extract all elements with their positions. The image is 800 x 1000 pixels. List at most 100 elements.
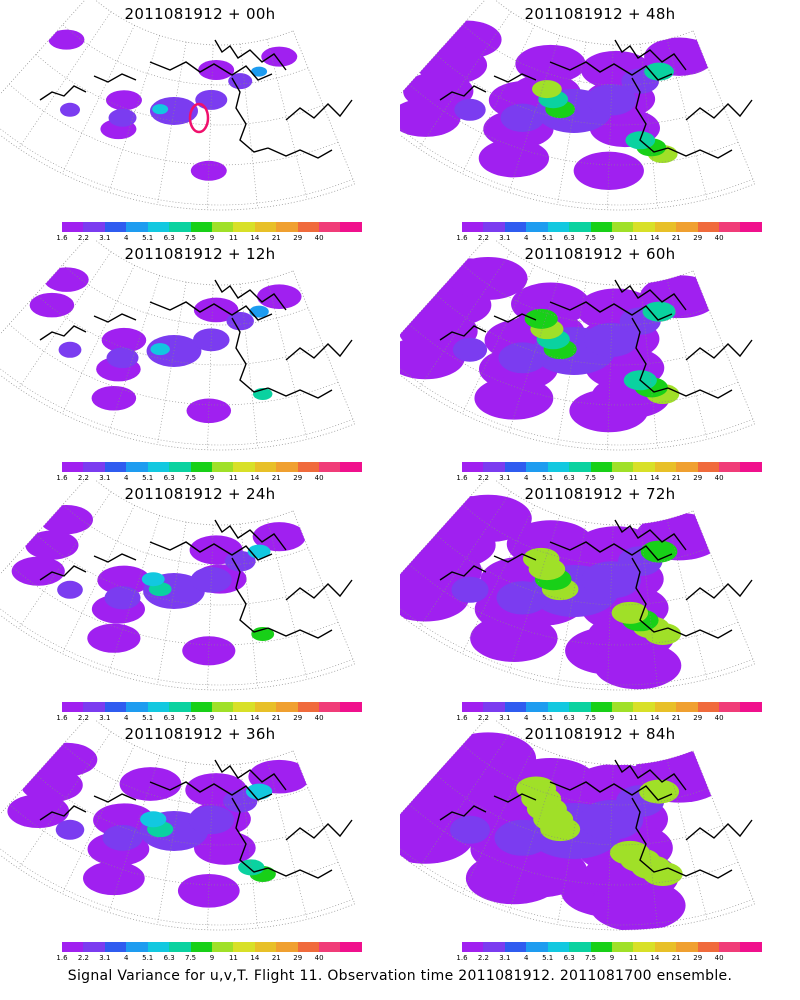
- colorbar-ticks: 1.6 2.2 3.1 4 5.1 6.3 7.5 9 11 14 21 29 40: [56, 954, 362, 964]
- colorbar-swatch: [676, 702, 698, 712]
- meridian: [640, 283, 658, 449]
- colorbar-tick-label: 11: [228, 954, 238, 962]
- colorbar-swatch: [147, 702, 170, 712]
- variance-contour: [593, 641, 682, 690]
- colorbar-ticks: 1.6 2.2 3.1 4 5.1 6.3 7.5 9 11 14 21 29 40: [56, 714, 362, 724]
- variance-contour: [186, 398, 232, 424]
- colorbar: [462, 462, 762, 472]
- colorbar-swatch: [211, 942, 234, 952]
- colorbar-swatch: [147, 462, 170, 472]
- variance-contour: [193, 297, 239, 323]
- meridian: [557, 41, 587, 205]
- forecast-panel: 2011081912 + 12h 1.6 2.2 3.1 4 5.1 6.3 7.5 9 11 14…: [0, 240, 400, 482]
- variance-contour: [7, 794, 70, 829]
- meridian: [508, 275, 561, 433]
- parallel: [9, 83, 339, 166]
- colorbar-ticks: 1.6 2.2 3.1 4 5.1 6.3 7.5 9 11 14 21 29 40: [456, 474, 762, 484]
- forecast-panel: 2011081912 + 36h 1.6 2.2 3.1 4 5.1 6.3 7.5 9 11 14…: [0, 720, 400, 962]
- coastline: [285, 339, 353, 361]
- colorbar-tick-label: 2.2: [477, 234, 489, 242]
- parallel: [409, 323, 739, 406]
- meridian: [557, 281, 587, 445]
- colorbar-swatch: [276, 942, 298, 952]
- colorbar-tick-label: 5.1: [542, 234, 554, 242]
- colorbar-tick-label: 2.2: [77, 474, 89, 482]
- colorbar-swatch: [633, 942, 655, 952]
- meridian: [418, 491, 512, 629]
- coastline: [285, 819, 353, 841]
- meridian: [266, 279, 308, 440]
- forecast-panel: 2011081912 + 00h 1.6 2.2 3.1 4 5.1 6.3 7.5 9 11 14…: [0, 0, 400, 242]
- panel-title: 2011081912 + 36h: [124, 725, 276, 743]
- colorbar-swatch: [719, 222, 741, 232]
- coastline: [149, 781, 273, 801]
- coastline: [631, 317, 669, 393]
- parallel: [0, 608, 354, 686]
- variance-map: [400, 720, 756, 931]
- variance-contour: [609, 840, 650, 865]
- colorbar-tick-label: 7.5: [184, 954, 197, 962]
- colorbar-swatch: [740, 702, 762, 712]
- meridian: [461, 25, 535, 174]
- variance-contour: [478, 139, 550, 178]
- variance-contour: [496, 581, 549, 615]
- coastline: [214, 519, 287, 551]
- colorbar-swatch: [504, 222, 527, 232]
- colorbar-swatch: [340, 222, 362, 232]
- colorbar-swatch: [590, 942, 612, 952]
- colorbar-tick-label: 3.1: [99, 474, 111, 482]
- colorbar-swatch: [676, 942, 698, 952]
- colorbar-tick-label: 2.2: [477, 954, 489, 962]
- meridian: [666, 279, 708, 440]
- variance-map: [400, 0, 756, 211]
- coastline: [549, 781, 673, 801]
- parallel: [35, 294, 324, 366]
- colorbar-ticks: 1.6 2.2 3.1 4 5.1 6.3 7.5 9 11 14 21 29 40: [456, 954, 762, 964]
- variance-contour: [589, 879, 686, 930]
- coastline: [549, 61, 673, 81]
- colorbar-swatch: [211, 702, 234, 712]
- colorbar-tick-label: 7.5: [184, 714, 197, 722]
- colorbar-swatch: [126, 942, 148, 952]
- coastline: [285, 579, 353, 601]
- colorbar-swatch: [633, 702, 655, 712]
- colorbar-tick-label: 11: [228, 714, 238, 722]
- coastline: [667, 627, 733, 639]
- colorbar-tick-label: 21: [671, 234, 681, 242]
- variance-contour: [611, 601, 649, 624]
- variance-contour: [642, 301, 676, 322]
- colorbar-tick-label: 29: [693, 474, 703, 482]
- coastline: [549, 301, 673, 321]
- coastline: [614, 279, 687, 311]
- colorbar-swatch: [319, 222, 341, 232]
- colorbar-tick-label: 21: [671, 714, 681, 722]
- coastline: [439, 565, 487, 581]
- meridian: [108, 275, 161, 433]
- meridian: [240, 283, 258, 449]
- colorbar-swatch: [340, 702, 362, 712]
- colorbar-tick-label: 29: [693, 714, 703, 722]
- colorbar-swatch: [504, 942, 527, 952]
- colorbar-tick-label: 11: [628, 714, 638, 722]
- colorbar-tick-label: 3.1: [499, 954, 511, 962]
- colorbar-tick-label: 4: [124, 714, 129, 722]
- meridian: [266, 759, 308, 920]
- meridian: [240, 523, 258, 689]
- variance-contour: [190, 566, 232, 593]
- variance-contour: [198, 59, 235, 80]
- colorbar-swatch: [740, 942, 762, 952]
- coastline: [214, 759, 287, 791]
- panel-title: 2011081912 + 24h: [124, 485, 276, 503]
- colorbar-swatch: [83, 222, 105, 232]
- colorbar-tick-label: 29: [293, 714, 303, 722]
- colorbar-ticks: 1.6 2.2 3.1 4 5.1 6.3 7.5 9 11 14 21 29 40: [456, 234, 762, 244]
- parallel: [435, 534, 724, 606]
- variance-contour: [400, 574, 470, 622]
- variance-contour: [448, 256, 528, 300]
- colorbar-swatch: [547, 222, 570, 232]
- colorbar-swatch: [654, 222, 677, 232]
- variance-contour: [470, 614, 558, 662]
- variance-contour: [400, 336, 465, 380]
- colorbar-tick-label: 1.6: [456, 954, 468, 962]
- variance-contour: [177, 873, 240, 908]
